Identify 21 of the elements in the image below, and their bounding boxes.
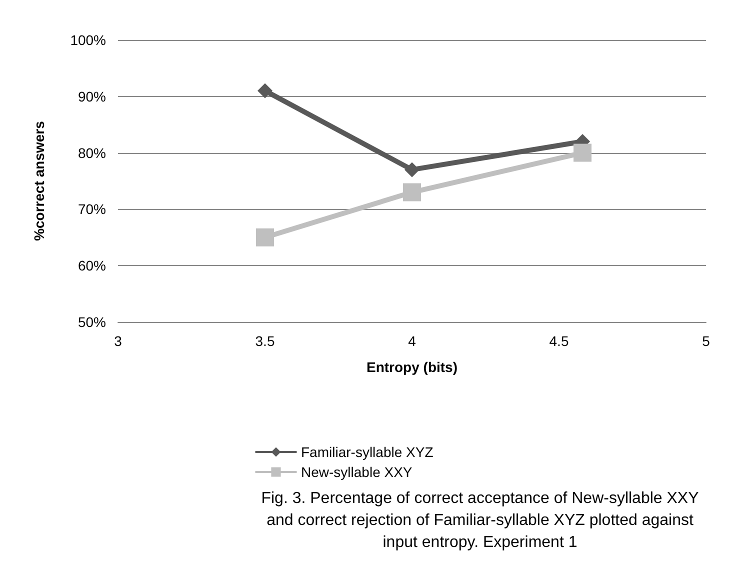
point: [404, 162, 420, 178]
point: [574, 144, 592, 162]
caption: Fig. 3. Percentage of correct acceptance of New-syllable XXY and correct rejection of Familiar-syllable XYZ plotted against input entropy. Experiment 1: [260, 489, 700, 553]
point: [258, 83, 272, 98]
point: [256, 228, 274, 246]
y-tick-label: 100%: [70, 32, 106, 48]
point: [403, 183, 421, 202]
y-tick-label: 50%: [78, 314, 106, 330]
y-tick-label: 60%: [78, 258, 106, 274]
y-tick-label: 70%: [78, 201, 106, 218]
x-tick-label: 3: [114, 333, 122, 349]
x-tick-label: 4.5: [549, 333, 569, 349]
x-tick-label: 3.5: [255, 333, 275, 349]
x-axis-title: Entropy (bits): [366, 359, 458, 375]
legend-label: Familiar-syllable XYZ: [301, 444, 434, 460]
y-tick-label: 90%: [78, 88, 106, 104]
y-axis-title: %correct answers: [31, 120, 47, 241]
x-tick-label: 5: [702, 333, 710, 349]
y-tick-label: 80%: [78, 144, 106, 161]
legend-label: New-syllable XXY: [301, 464, 413, 480]
x-tick-label: 4: [408, 333, 416, 349]
